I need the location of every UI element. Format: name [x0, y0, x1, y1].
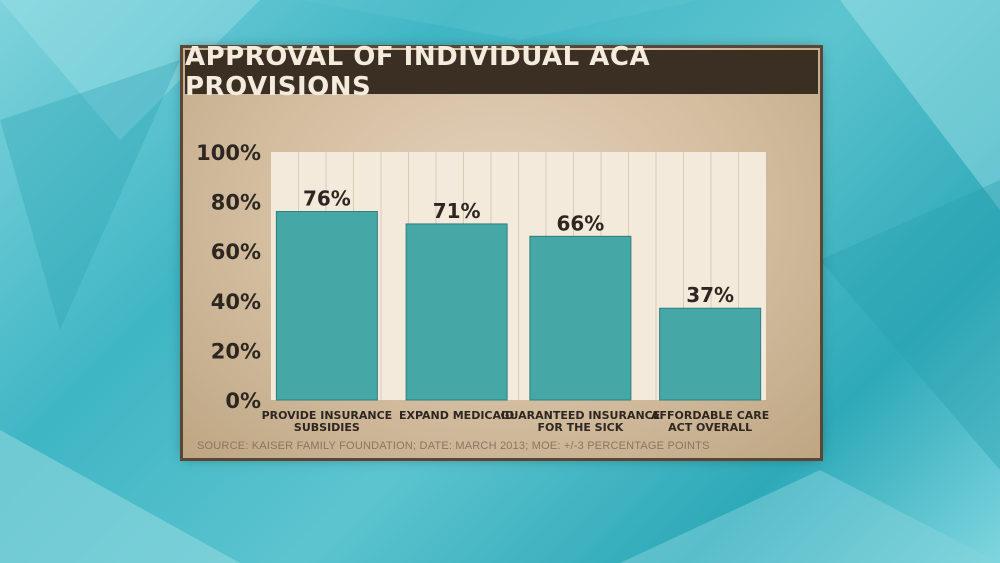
chart-board: APPROVAL OF INDIVIDUAL ACA PROVISIONS 0%…: [183, 42, 820, 458]
category-label: EXPAND MEDICAID: [399, 409, 514, 422]
bar: [275, 211, 378, 401]
bar-value-label: 71%: [433, 199, 481, 223]
y-tick-label: 20%: [211, 339, 261, 363]
source-note: SOURCE: KAISER FAMILY FOUNDATION; DATE: …: [197, 440, 710, 452]
y-tick-label: 0%: [225, 389, 261, 413]
bar: [405, 223, 508, 401]
category-label: FOR THE SICK: [537, 421, 623, 434]
category-label: AFFORDABLE CARE: [651, 409, 769, 422]
bar-value-label: 76%: [303, 187, 351, 211]
bar-value-label: 66%: [556, 211, 604, 235]
category-label: SUBSIDIES: [294, 421, 360, 434]
y-tick-label: 100%: [196, 141, 261, 165]
bar-chart: 0% 20% 40% 60% 80% 100% 76% PROVIDE INSURANCESU…: [196, 141, 769, 434]
y-tick-label: 80%: [211, 191, 261, 215]
category-label: GUARANTEED INSURANCE: [501, 409, 661, 422]
bar: [659, 307, 762, 401]
category-label: PROVIDE INSURANCE: [262, 409, 393, 422]
y-tick-label: 60%: [211, 240, 261, 264]
chart-title: APPROVAL OF INDIVIDUAL ACA PROVISIONS: [185, 42, 818, 102]
category-label: ACT OVERALL: [668, 421, 752, 434]
y-tick-label: 40%: [211, 290, 261, 314]
bar-value-label: 37%: [686, 283, 734, 307]
bar: [529, 235, 632, 401]
